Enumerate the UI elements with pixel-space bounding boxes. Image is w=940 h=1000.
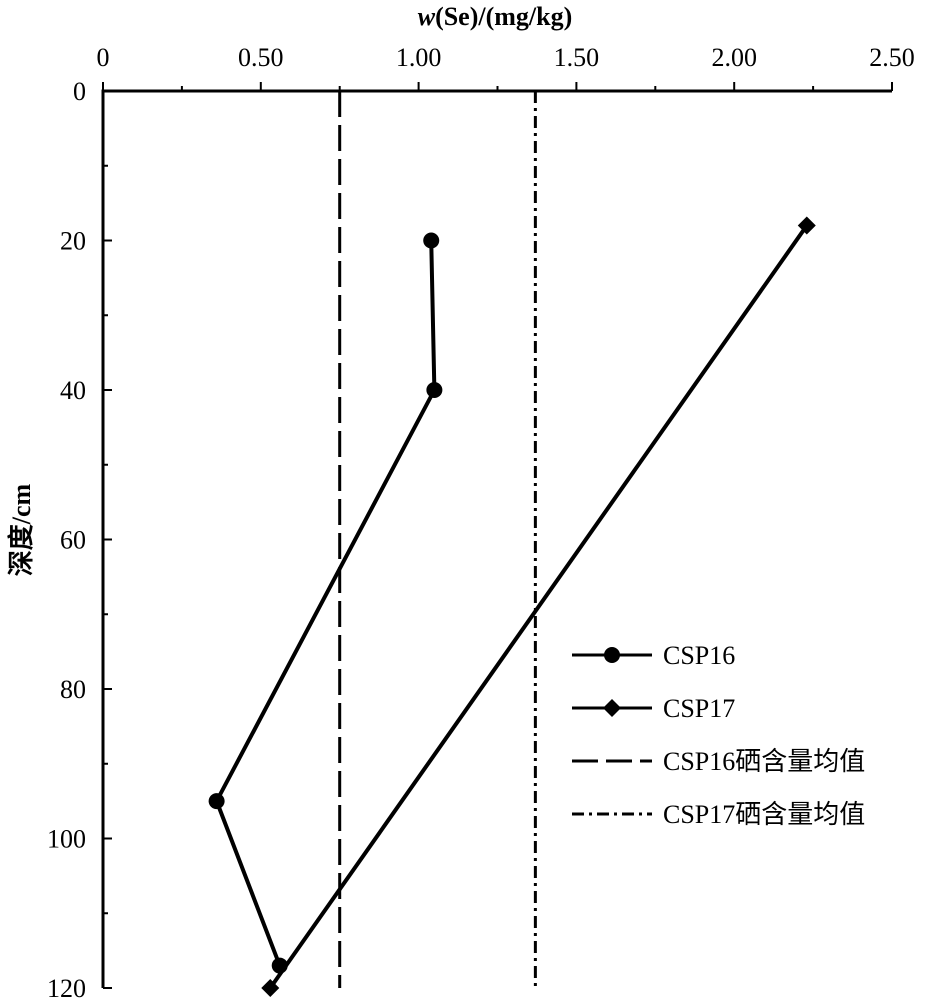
x-tick-group: 0 0.50 1.00 1.50 2.00 2.50 — [97, 43, 915, 91]
y-tick-group: 0 20 40 60 80 100 120 — [47, 77, 112, 1000]
series-line — [214, 240, 437, 967]
circle-marker — [208, 793, 225, 810]
x-axis-title: w(Se)/(mg/kg) — [418, 2, 573, 31]
legend-label: CSP17 — [663, 694, 735, 723]
series-line — [268, 224, 809, 990]
legend-label: CSP16硒含量均值 — [663, 747, 865, 776]
y-tick-label: 40 — [60, 376, 86, 405]
y-tick-label: 0 — [73, 77, 86, 106]
diamond-marker — [603, 699, 621, 717]
diamond-marker — [261, 979, 280, 997]
y-tick-label: 100 — [47, 825, 86, 854]
y-tick-label: 60 — [60, 526, 86, 555]
diamond-marker — [797, 216, 816, 235]
legend: CSP16 CSP17 CSP16硒含量均值 CSP17硒含量均值 — [572, 641, 865, 829]
y-tick-label: 20 — [60, 227, 86, 256]
reference-lines — [338, 91, 537, 988]
y-axis-title: 深度/cm — [6, 483, 36, 576]
axes — [101, 89, 892, 988]
circle-marker — [423, 232, 440, 249]
x-tick-label: 1.50 — [554, 43, 600, 72]
y-tick-label: 80 — [60, 675, 86, 704]
legend-label: CSP16 — [663, 641, 735, 670]
x-tick-label: 0 — [97, 43, 110, 72]
x-tick-label: 1.00 — [396, 43, 442, 72]
x-tick-label: 2.50 — [869, 43, 915, 72]
legend-label: CSP17硒含量均值 — [663, 800, 865, 829]
x-tick-label: 0.50 — [238, 43, 284, 72]
circle-marker — [604, 647, 620, 663]
circle-marker — [426, 382, 443, 398]
series-group — [208, 216, 816, 997]
x-tick-label: 2.00 — [711, 43, 757, 72]
y-tick-label: 120 — [47, 974, 86, 1000]
